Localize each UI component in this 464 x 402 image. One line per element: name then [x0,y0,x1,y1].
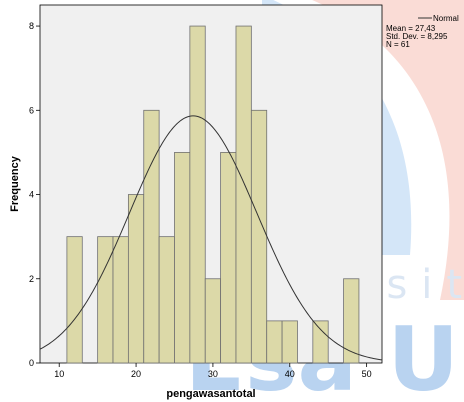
x-axis-title: pengawasantotal [166,388,255,400]
histogram-bar [189,25,206,364]
histogram-bar [220,152,237,364]
normal-curve [39,115,383,361]
histogram-bar [281,320,298,364]
histogram-bar [112,236,129,364]
histogram-bar [266,320,283,364]
x-tick-label: 10 [54,369,64,379]
histogram-bar [312,320,329,364]
x-tick-label: 20 [131,369,141,379]
legend-stat: Std. Dev. = 8,295 [386,32,448,41]
y-tick-label: 8 [29,21,34,31]
x-tick-label: 40 [285,369,295,379]
histogram-bar [143,109,160,364]
histogram-bar [204,278,222,364]
histogram-bar [158,236,175,364]
x-tick-label: 30 [208,369,218,379]
histogram-bar [127,194,145,364]
y-tick-label: 2 [29,274,34,284]
histogram-bar [174,152,191,364]
y-axis-title: Frequency [9,155,21,212]
histogram-bar [250,109,268,364]
x-tick-label: 50 [362,369,372,379]
y-tick-label: 4 [29,190,34,200]
legend-entry-normal: Normal [433,14,459,23]
y-tick-label: 6 [29,105,34,115]
legend-stat: Mean = 27,43 [386,24,436,33]
histogram-bar [343,278,360,364]
histogram-bar [66,236,83,364]
y-tick-label: 0 [29,358,34,368]
legend-stat: N = 61 [386,40,410,49]
